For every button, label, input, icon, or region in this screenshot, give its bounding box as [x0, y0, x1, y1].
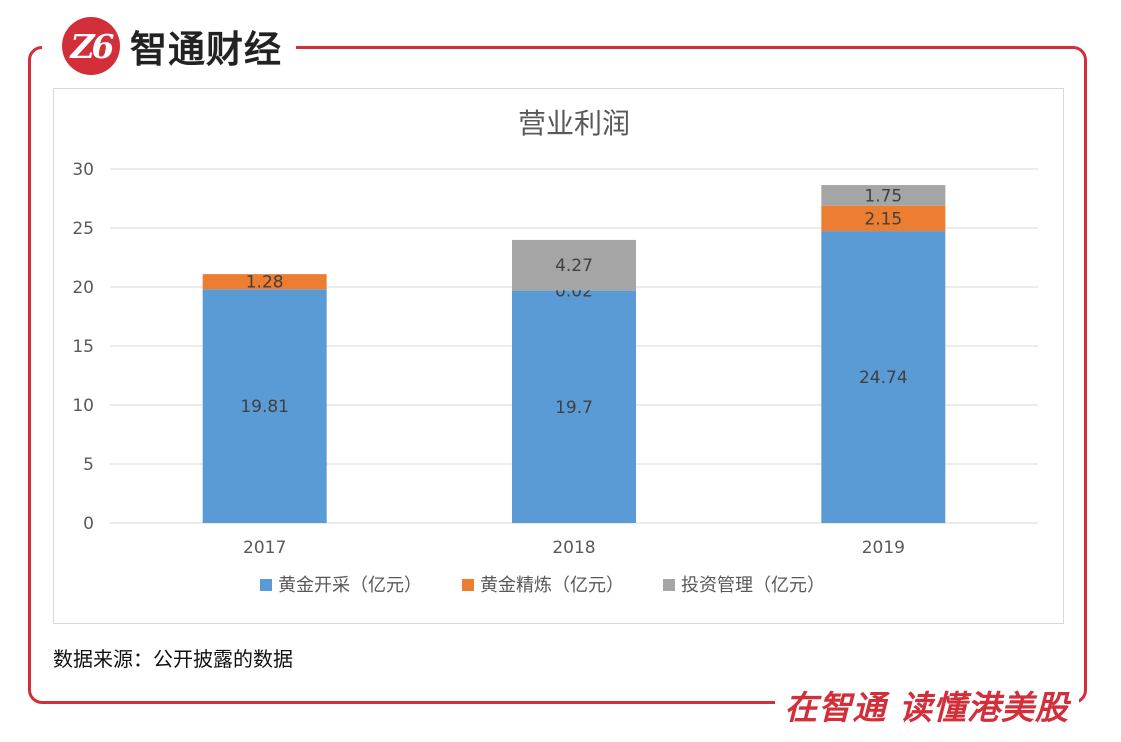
data-label: 2.15 — [864, 209, 902, 229]
y-tick-label: 15 — [72, 337, 94, 357]
y-tick-label: 10 — [72, 396, 94, 416]
brand-name: 智通财经 — [130, 28, 282, 71]
bar-2019-series-1 — [821, 231, 946, 523]
chart-svg: 营业利润05101520253019.811.28201719.70.024.2… — [72, 107, 1038, 596]
x-tick-label: 2017 — [243, 538, 286, 558]
chart-title: 营业利润 — [518, 107, 630, 140]
y-tick-label: 30 — [72, 160, 94, 180]
legend-swatch-series-1 — [260, 579, 272, 591]
legend-swatch-series-2 — [462, 579, 474, 591]
chart-container: 营业利润 0 5 10 15 20 25 30 19.81 1.28 2017 19.7 0.02 4.2… — [53, 88, 1064, 624]
bar-2017-series-1 — [202, 289, 327, 523]
legend-label: 黄金开采（亿元） — [278, 575, 422, 596]
data-source-note: 数据来源：公开披露的数据 — [53, 647, 293, 671]
y-tick-label: 20 — [72, 278, 94, 298]
bar-2018-series-1 — [512, 290, 636, 523]
brand-header: Z6 智通财经 — [42, 8, 296, 84]
x-tick-label: 2018 — [552, 538, 595, 558]
page-frame — [28, 46, 1087, 704]
legend-label: 黄金精炼（亿元） — [480, 575, 624, 596]
bar-2018-series-3 — [512, 239, 636, 291]
y-tick-label: 25 — [72, 219, 94, 239]
data-label: 1.28 — [246, 273, 284, 293]
data-label: 24.74 — [859, 368, 908, 388]
legend-swatch-series-3 — [663, 579, 675, 591]
x-tick-label: 2019 — [862, 538, 905, 558]
brand-logo: Z6 — [62, 17, 120, 75]
legend-label: 投资管理（亿元） — [681, 575, 825, 596]
data-label: 19.81 — [240, 397, 289, 417]
bar-2019-series-2 — [821, 205, 946, 232]
y-tick-label: 0 — [83, 514, 94, 534]
bar-2019-series-3 — [821, 185, 946, 206]
data-label: 1.75 — [864, 186, 902, 206]
bar-2017-series-2 — [202, 274, 327, 290]
y-tick-label: 5 — [83, 455, 94, 475]
data-label: 4.27 — [555, 256, 593, 276]
brand-slogan: 在智通 读懂港美股 — [774, 680, 1079, 730]
data-label: 19.7 — [555, 398, 593, 418]
